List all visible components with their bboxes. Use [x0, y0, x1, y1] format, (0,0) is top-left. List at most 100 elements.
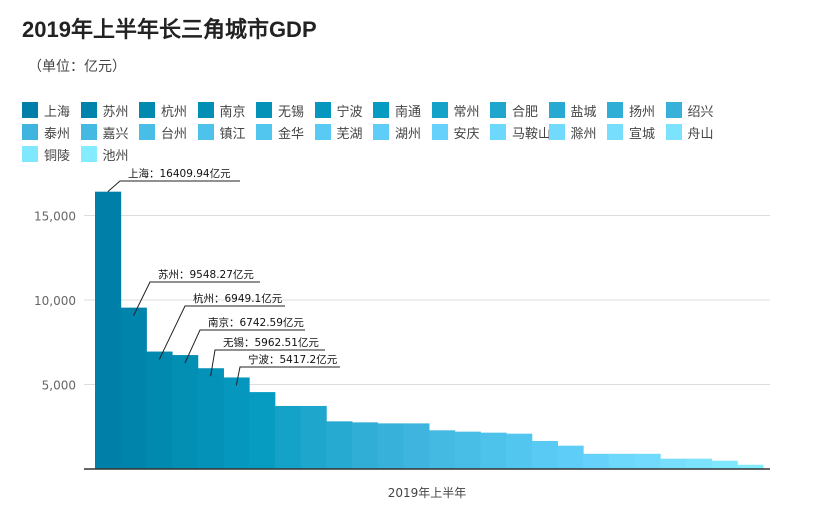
bar-南通[interactable]: [249, 392, 276, 469]
bar-泰州[interactable]: [403, 423, 430, 469]
legend-swatch: [314, 102, 331, 118]
legend-item-5[interactable]: 宁波: [314, 99, 374, 121]
bar-池州[interactable]: [737, 464, 764, 469]
legend-item-1[interactable]: 苏州: [80, 99, 140, 121]
legend-swatch: [314, 124, 331, 140]
legend-label: 南通: [395, 104, 422, 120]
legend-swatch: [22, 102, 38, 118]
legend-label: 安庆: [453, 126, 480, 142]
legend-item-23[interactable]: 舟山: [665, 121, 725, 143]
legend-label: 无锡: [278, 104, 305, 120]
legend-item-8[interactable]: 合肥: [490, 99, 549, 121]
legend-item-20[interactable]: 马鞍山: [490, 121, 552, 143]
legend-label: 上海: [44, 104, 71, 120]
legend-item-9[interactable]: 盐城: [548, 99, 608, 121]
bar-湖州[interactable]: [557, 445, 584, 469]
legend-label: 台州: [161, 126, 188, 142]
x-axis-label: 2019年上半年: [388, 486, 467, 500]
legend-item-14[interactable]: 台州: [139, 121, 198, 143]
legend-swatch: [197, 102, 214, 118]
bar-合肥[interactable]: [300, 405, 327, 469]
y-tick-label: 10,000: [34, 294, 76, 308]
legend-item-12[interactable]: 泰州: [22, 121, 81, 143]
bar-镇江[interactable]: [480, 432, 507, 469]
legend-swatch: [665, 124, 682, 140]
bar-铜陵[interactable]: [711, 460, 738, 469]
legend-swatch: [490, 124, 506, 140]
annotation-label: 杭州：6949.1亿元: [193, 292, 283, 305]
bar-台州[interactable]: [454, 431, 481, 469]
legend-label: 宣城: [629, 126, 656, 142]
legend-label: 常州: [453, 104, 480, 120]
legend-item-7[interactable]: 常州: [431, 99, 491, 121]
legend-swatch: [548, 124, 565, 140]
bar-嘉兴[interactable]: [429, 430, 456, 469]
legend-item-15[interactable]: 镇江: [197, 121, 257, 143]
legend-item-18[interactable]: 湖州: [373, 121, 432, 143]
legend-swatch: [607, 124, 623, 140]
bar-舟山[interactable]: [685, 458, 713, 469]
bar-苏州[interactable]: [120, 307, 147, 469]
legend-item-16[interactable]: 金华: [256, 121, 315, 143]
bar-扬州[interactable]: [351, 422, 379, 469]
legend-label: 镇江: [219, 126, 246, 142]
legend-label: 金华: [278, 126, 305, 142]
legend-label: 嘉兴: [102, 126, 129, 142]
bar-马鞍山[interactable]: [608, 453, 636, 469]
bar-南京[interactable]: [172, 355, 199, 469]
legend-item-19[interactable]: 安庆: [431, 121, 491, 143]
bar-盐城[interactable]: [326, 421, 353, 469]
annotation-leader: [235, 366, 340, 386]
legend-swatch: [607, 102, 623, 118]
legend-item-2[interactable]: 杭州: [139, 99, 198, 121]
legend-swatch: [80, 124, 97, 140]
legend-item-4[interactable]: 无锡: [256, 99, 315, 121]
legend-swatch: [665, 102, 682, 118]
annotation-label: 上海：16409.94亿元: [128, 167, 231, 180]
bar-无锡[interactable]: [197, 368, 224, 469]
legend-item-0[interactable]: 上海: [22, 99, 81, 121]
legend-label: 杭州: [161, 104, 188, 120]
legend-item-22[interactable]: 宣城: [607, 121, 666, 143]
legend-label: 滁州: [570, 126, 597, 142]
legend-item-17[interactable]: 芜湖: [314, 121, 374, 143]
bar-滁州[interactable]: [634, 453, 661, 469]
legend-item-13[interactable]: 嘉兴: [80, 121, 140, 143]
legend-item-11[interactable]: 绍兴: [665, 99, 725, 121]
legend-item-21[interactable]: 滁州: [548, 121, 608, 143]
bar-常州[interactable]: [274, 405, 302, 469]
legend-swatch: [256, 102, 272, 118]
legend-label: 马鞍山: [512, 126, 552, 142]
legend-swatch: [548, 102, 565, 118]
annotation-label: 无锡：5962.51亿元: [223, 336, 319, 349]
legend-label: 舟山: [687, 126, 714, 142]
chart-subtitle: （单位：亿元）: [28, 59, 126, 75]
legend-item-6[interactable]: 南通: [373, 99, 432, 121]
annotation-leader: [210, 349, 325, 377]
bar-上海[interactable]: [95, 191, 122, 470]
bar-安庆[interactable]: [583, 453, 610, 469]
legend-swatch: [139, 124, 155, 140]
annotation-label: 宁波：5417.2亿元: [248, 353, 338, 366]
legend-item-10[interactable]: 扬州: [607, 99, 666, 121]
legend-swatch: [373, 124, 389, 140]
legend-swatch: [80, 146, 97, 162]
legend-label: 泰州: [44, 126, 71, 142]
bar-杭州[interactable]: [146, 351, 173, 469]
legend: 上海 苏州 杭州 南京 无锡 宁波 南通 常州 合肥 盐城 扬州 绍兴泰州 嘉兴 台州 镇江 金华 芜湖 湖州 安庆…: [22, 99, 762, 165]
legend-swatch: [139, 102, 155, 118]
bar-宁波[interactable]: [223, 377, 250, 469]
legend-item-3[interactable]: 南京: [197, 99, 257, 121]
annotation-leader: [158, 305, 285, 360]
legend-item-24[interactable]: 铜陵: [22, 143, 81, 165]
legend-swatch: [431, 102, 448, 118]
legend-item-25[interactable]: 池州: [80, 143, 140, 165]
legend-label: 宁波: [336, 104, 363, 120]
legend-label: 合肥: [512, 104, 539, 120]
bar-芜湖[interactable]: [531, 440, 558, 469]
bar-金华[interactable]: [506, 433, 533, 469]
bar-绍兴[interactable]: [377, 423, 404, 469]
bar-宣城[interactable]: [660, 458, 687, 469]
